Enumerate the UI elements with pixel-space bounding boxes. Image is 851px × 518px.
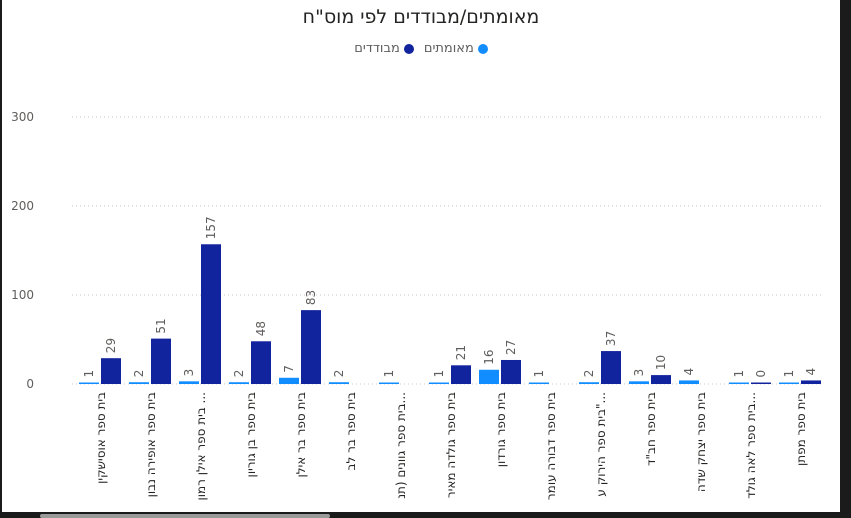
legend-dot-isolated [403, 43, 414, 54]
x-tick-label: בית ספר הירוק ע"... [594, 392, 608, 497]
x-tick-label: בית ספר מפתן [794, 392, 808, 466]
data-label: 4 [804, 368, 818, 376]
y-tick-label: 0 [26, 377, 34, 391]
bar[interactable] [601, 351, 621, 384]
x-tick-label: בית ספר גוונים (תנ... [394, 392, 408, 499]
chart-title: מאומתים/מבודדים לפי מוס"ח [302, 6, 540, 28]
bar[interactable] [179, 381, 199, 384]
data-label: 16 [482, 349, 496, 364]
data-label: 51 [154, 318, 168, 333]
bar[interactable] [301, 310, 321, 384]
bar[interactable] [251, 341, 271, 384]
x-tick-label: בית ספר לאה גולד... [744, 392, 758, 499]
bar[interactable] [79, 382, 99, 385]
bar[interactable] [651, 375, 671, 384]
bar[interactable] [429, 382, 449, 385]
side-strip [840, 0, 851, 518]
data-label: 157 [204, 216, 218, 239]
data-label: 1 [432, 370, 446, 378]
data-label: 2 [332, 370, 346, 378]
data-label: 29 [104, 338, 118, 353]
data-label: 1 [382, 370, 396, 378]
x-tick-label: בית ספר אילן רמון ... [194, 392, 208, 501]
bar[interactable] [451, 365, 471, 384]
data-label: 4 [682, 368, 696, 376]
data-label: 1 [82, 370, 96, 378]
bar[interactable] [801, 380, 821, 384]
bar[interactable] [101, 358, 121, 384]
bar[interactable] [229, 382, 249, 384]
x-tick-label: בית ספר דבורה עומר [544, 392, 558, 500]
legend-label-isolated: מבודדים [354, 41, 400, 56]
data-label: 21 [454, 345, 468, 360]
data-label: 10 [654, 355, 668, 370]
bar[interactable] [779, 382, 799, 385]
bar[interactable] [151, 338, 171, 384]
x-tick-label: בית ספר בר לב [344, 392, 358, 471]
bar[interactable] [629, 381, 649, 384]
chart-visual[interactable]: מאומתים/מבודדים לפי מוס"ח מאומתים מבודדי… [2, 0, 840, 512]
legend-label-confirmed: מאומתים [423, 41, 474, 56]
data-label: 7 [282, 365, 296, 373]
bar[interactable] [479, 369, 499, 384]
bar[interactable] [729, 382, 749, 385]
y-tick-label: 200 [11, 199, 34, 213]
data-label: 83 [304, 290, 318, 305]
x-tick-label: בית ספר יצחק שדה [694, 392, 708, 492]
x-tick-label: בית ספר אופירה נבון [144, 392, 158, 497]
data-label: 1 [732, 370, 746, 378]
data-label: 37 [604, 331, 618, 346]
legend-dot-confirmed [477, 43, 488, 54]
legend-item-confirmed[interactable]: מאומתים [424, 41, 488, 56]
x-tick-label: בית ספר בן גוריון [244, 392, 258, 477]
x-tick-label: בית ספר גורדון [494, 392, 508, 467]
horizontal-scrollbar[interactable] [40, 514, 330, 518]
data-label: 2 [132, 370, 146, 378]
y-tick-label: 300 [11, 110, 34, 124]
bar[interactable] [679, 380, 699, 384]
x-tick-label: בית ספר חב"ד [644, 392, 658, 466]
bar[interactable] [751, 382, 771, 385]
chart-legend: מאומתים מבודדים [2, 41, 840, 56]
data-label: 3 [632, 369, 646, 377]
x-tick-label: בית ספר גולדה מאיר [444, 392, 458, 498]
data-label: 2 [232, 370, 246, 378]
y-tick-label: 100 [11, 288, 34, 302]
bar[interactable] [201, 244, 221, 384]
bar[interactable] [579, 382, 599, 384]
data-label: 3 [182, 369, 196, 377]
data-label: 1 [782, 370, 796, 378]
bar[interactable] [129, 382, 149, 384]
data-label: 27 [504, 340, 518, 355]
data-label: 0 [754, 370, 768, 378]
bar[interactable] [501, 359, 521, 384]
x-tick-label: בית ספר בר אילן [294, 392, 308, 478]
bar[interactable] [529, 382, 549, 385]
x-tick-label: בית ספר אוסישקין [94, 392, 108, 484]
bar[interactable] [379, 382, 399, 385]
bar[interactable] [279, 377, 299, 384]
bar[interactable] [329, 382, 349, 384]
legend-item-isolated[interactable]: מבודדים [354, 41, 414, 56]
data-label: 48 [254, 321, 268, 336]
data-label: 1 [532, 370, 546, 378]
data-label: 2 [582, 370, 596, 378]
